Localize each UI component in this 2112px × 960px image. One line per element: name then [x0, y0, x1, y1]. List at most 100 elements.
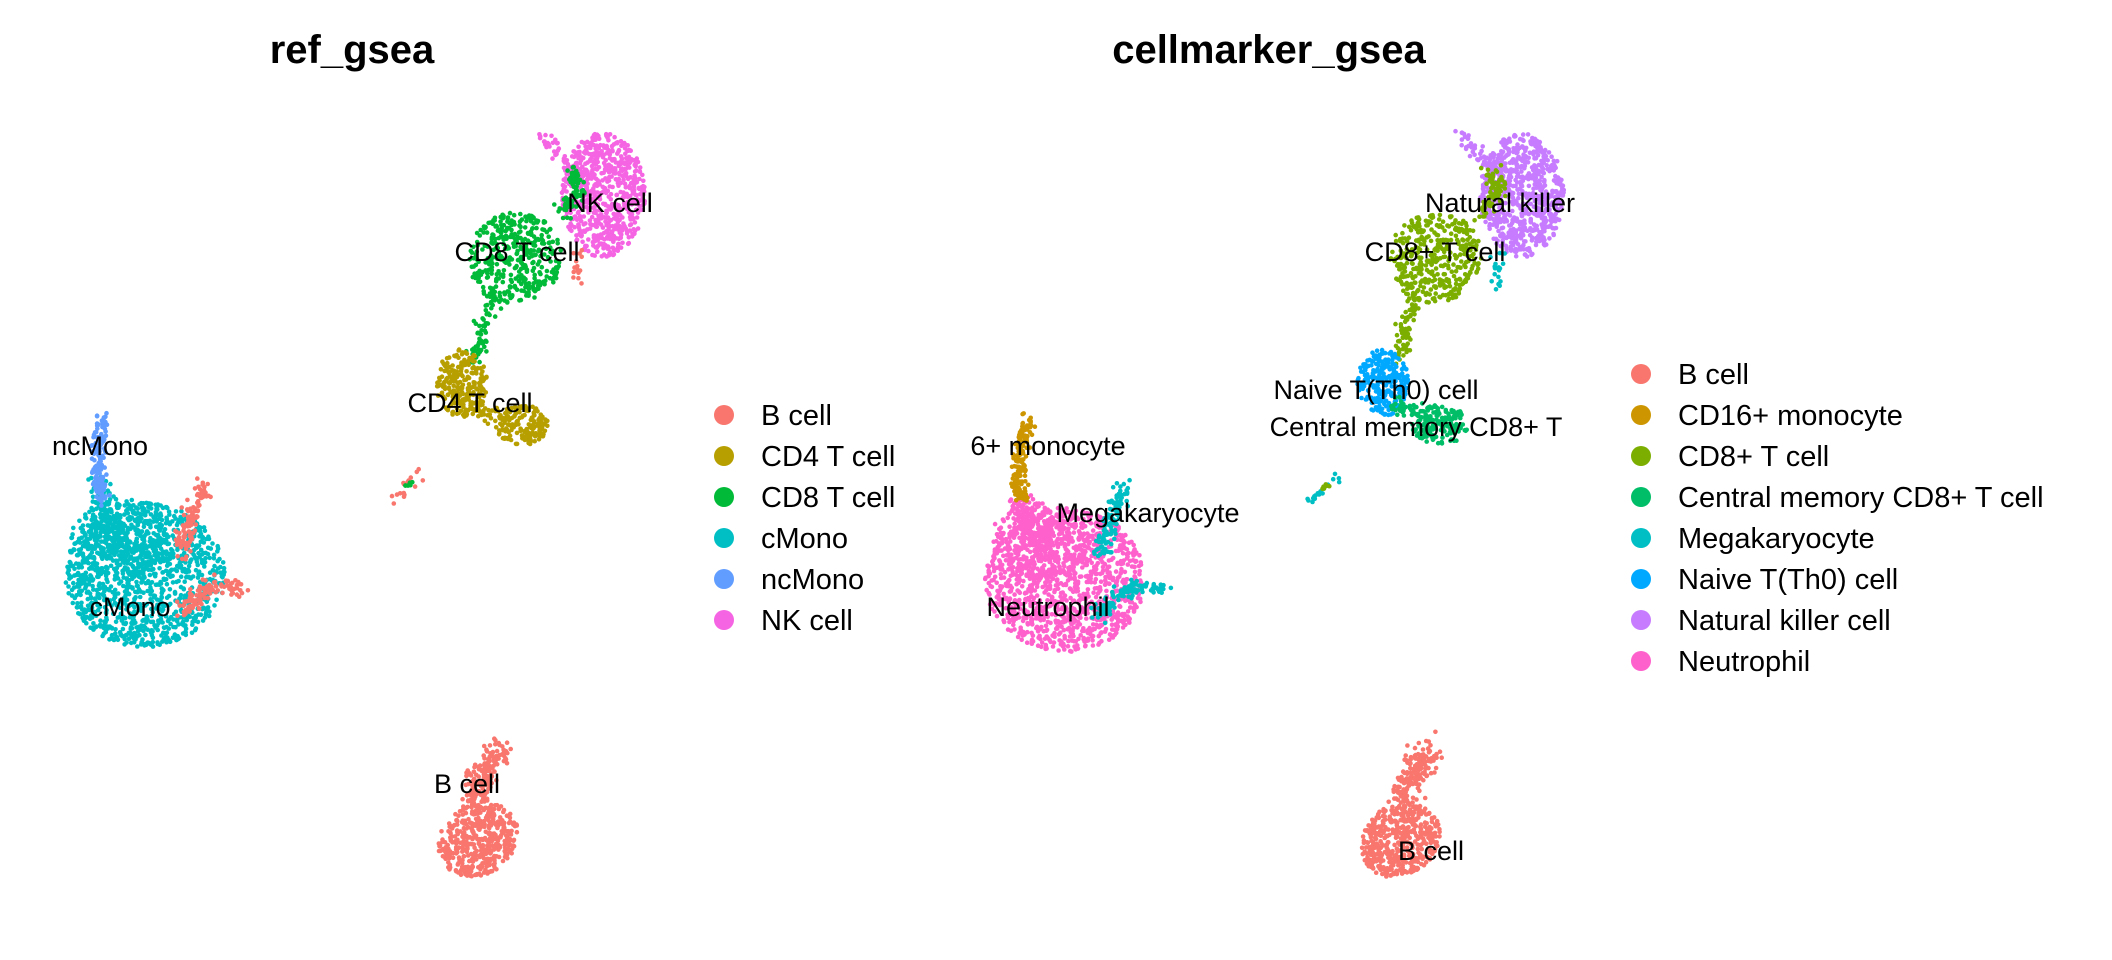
cell-point — [111, 596, 117, 602]
cell-point — [438, 848, 443, 854]
panel-title: ref_gsea — [270, 28, 435, 72]
cell-point — [182, 567, 188, 573]
cell-point — [83, 570, 89, 576]
cell-point — [455, 364, 461, 370]
cell-point — [579, 232, 584, 238]
cell-point — [1080, 565, 1085, 570]
cell-point — [541, 220, 547, 225]
cell-point — [129, 497, 135, 503]
cell-point — [189, 630, 195, 636]
cell-point — [149, 557, 155, 563]
cell-point — [584, 149, 589, 154]
cell-point — [561, 158, 567, 164]
cell-point — [454, 828, 460, 833]
cell-point — [595, 152, 600, 158]
cluster-label: cMono — [89, 592, 170, 622]
cell-point — [420, 478, 426, 483]
cell-point — [147, 572, 153, 578]
cell-point — [205, 481, 210, 487]
cell-point — [553, 152, 558, 158]
cell-point — [1007, 577, 1012, 583]
cell-point — [469, 873, 474, 879]
cell-point — [477, 330, 483, 336]
cell-point — [114, 545, 120, 551]
cell-point — [489, 839, 495, 844]
cell-point — [615, 140, 620, 145]
cell-point — [1043, 623, 1049, 629]
cell-point — [540, 227, 545, 232]
legend-key — [714, 610, 734, 630]
cell-point — [494, 223, 499, 229]
cell-point — [512, 231, 518, 237]
cell-point — [506, 842, 511, 847]
cell-point — [568, 221, 573, 226]
cell-point — [450, 855, 456, 861]
cell-point — [480, 316, 485, 321]
cell-point — [233, 578, 238, 583]
cell-point — [188, 536, 194, 542]
cell-point — [202, 591, 208, 596]
cell-point — [479, 371, 484, 377]
cell-point — [524, 214, 530, 220]
cell-point — [483, 851, 489, 857]
cell-point — [143, 632, 148, 638]
cell-point — [105, 601, 111, 607]
cell-point — [215, 558, 220, 564]
cell-point — [100, 633, 105, 639]
cell-point — [537, 270, 542, 275]
cell-point — [129, 620, 134, 626]
cell-point — [463, 349, 468, 355]
legend-key — [714, 446, 734, 466]
cell-point — [75, 570, 81, 576]
cell-point — [171, 624, 176, 630]
cell-point — [152, 541, 158, 546]
cell-point — [464, 821, 469, 827]
cell-point — [126, 569, 132, 574]
cell-point — [188, 587, 193, 592]
cell-point — [496, 854, 502, 860]
cell-point — [525, 429, 530, 435]
cell-point — [178, 584, 184, 590]
cell-point — [170, 635, 176, 640]
cluster-label: NK cell — [567, 188, 653, 218]
cell-point — [195, 562, 200, 568]
cell-point — [166, 602, 172, 608]
cell-point — [212, 563, 217, 569]
cell-point — [138, 549, 144, 554]
cell-point — [462, 357, 467, 363]
cell-point — [181, 612, 187, 618]
cell-point — [491, 854, 497, 860]
cell-point — [151, 571, 157, 577]
cell-point — [191, 547, 197, 553]
cell-point — [131, 633, 137, 639]
cell-point — [96, 462, 101, 467]
cell-point — [527, 441, 533, 447]
cell-point — [95, 421, 101, 427]
cell-point — [206, 613, 212, 619]
cell-point — [481, 753, 487, 758]
cell-point — [117, 519, 122, 524]
cell-point — [604, 222, 609, 228]
cell-point — [111, 611, 116, 616]
cell-point — [113, 550, 118, 555]
cell-point — [182, 593, 188, 598]
cell-point — [79, 607, 85, 612]
cell-point — [1069, 649, 1074, 654]
cell-point — [579, 155, 585, 160]
cell-point — [501, 758, 507, 764]
cell-point — [587, 218, 593, 223]
cell-point — [601, 230, 607, 236]
cell-point — [90, 499, 96, 504]
cell-point — [441, 361, 447, 367]
cell-point — [77, 518, 82, 524]
cell-point — [86, 529, 92, 534]
cell-point — [1137, 572, 1142, 577]
cell-point — [440, 837, 445, 842]
cell-point — [590, 239, 596, 245]
cell-point — [195, 575, 201, 580]
cell-point — [97, 581, 102, 586]
cell-point — [115, 501, 120, 507]
cell-point — [236, 594, 242, 599]
cell-point — [493, 742, 498, 747]
cell-point — [586, 237, 591, 242]
